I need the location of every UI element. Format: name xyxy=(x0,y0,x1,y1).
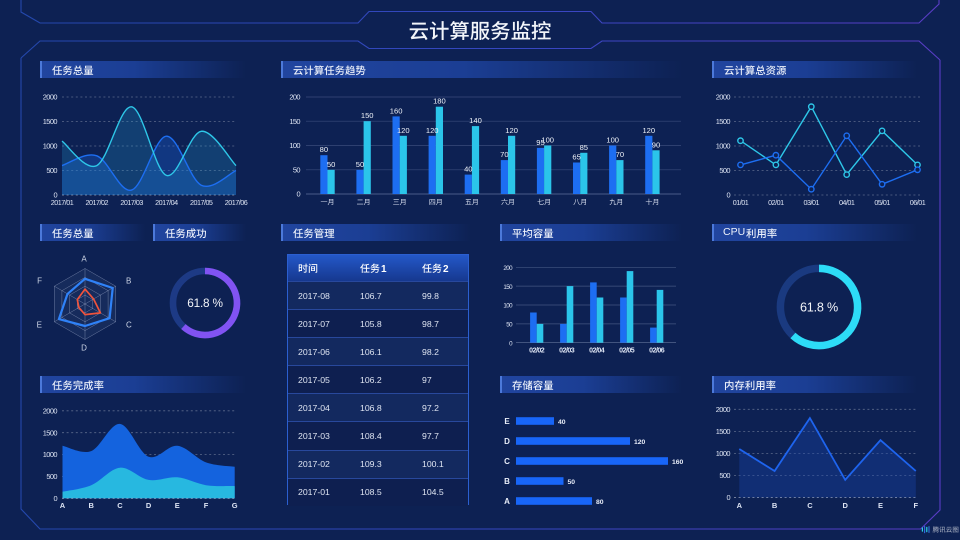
svg-text:2017/05: 2017/05 xyxy=(190,198,213,207)
svg-text:B: B xyxy=(772,501,778,510)
svg-text:120: 120 xyxy=(634,439,646,446)
svg-text:100: 100 xyxy=(606,136,619,145)
svg-text:61.8 %: 61.8 % xyxy=(187,296,223,310)
svg-text:F: F xyxy=(914,501,919,510)
svg-text:120: 120 xyxy=(397,126,410,135)
svg-text:G: G xyxy=(232,501,238,510)
svg-text:2000: 2000 xyxy=(43,406,58,415)
svg-text:100: 100 xyxy=(503,303,513,310)
svg-text:1500: 1500 xyxy=(43,117,58,126)
svg-text:50: 50 xyxy=(327,160,335,169)
svg-text:50: 50 xyxy=(568,479,576,486)
svg-text:1500: 1500 xyxy=(716,117,731,126)
svg-text:02/04: 02/04 xyxy=(589,348,605,355)
svg-text:C: C xyxy=(126,321,132,330)
svg-text:100: 100 xyxy=(541,136,554,145)
svg-text:D: D xyxy=(81,344,87,353)
svg-text:1000: 1000 xyxy=(716,142,731,151)
svg-text:50: 50 xyxy=(506,322,513,329)
svg-text:40: 40 xyxy=(464,165,472,174)
svg-text:200: 200 xyxy=(289,93,300,102)
svg-text:2000: 2000 xyxy=(43,93,58,102)
svg-text:50: 50 xyxy=(356,160,364,169)
svg-text:140: 140 xyxy=(469,116,482,125)
svg-text:65: 65 xyxy=(572,153,580,162)
svg-text:A: A xyxy=(504,497,510,506)
svg-text:E: E xyxy=(175,501,180,510)
svg-text:0: 0 xyxy=(726,191,730,200)
svg-text:D: D xyxy=(146,501,152,510)
svg-text:04/01: 04/01 xyxy=(839,198,855,207)
svg-text:70: 70 xyxy=(500,150,508,159)
svg-text:500: 500 xyxy=(719,471,730,480)
svg-text:120: 120 xyxy=(642,126,655,135)
svg-text:2017/01: 2017/01 xyxy=(51,198,74,207)
svg-text:A: A xyxy=(60,501,66,510)
svg-text:E: E xyxy=(37,321,42,330)
svg-text:120: 120 xyxy=(426,126,439,135)
svg-text:02/02: 02/02 xyxy=(529,348,545,355)
svg-text:B: B xyxy=(88,501,94,510)
svg-text:2000: 2000 xyxy=(716,405,731,414)
svg-text:40: 40 xyxy=(558,419,566,426)
svg-text:B: B xyxy=(126,277,131,286)
svg-text:1000: 1000 xyxy=(43,450,58,459)
svg-text:2017/04: 2017/04 xyxy=(155,198,178,207)
svg-text:2017/02: 2017/02 xyxy=(86,198,109,207)
svg-text:150: 150 xyxy=(289,117,300,126)
svg-text:90: 90 xyxy=(652,140,660,149)
svg-text:02/06: 02/06 xyxy=(649,348,665,355)
svg-text:2017/06: 2017/06 xyxy=(225,198,248,207)
svg-text:A: A xyxy=(737,501,743,510)
svg-text:0: 0 xyxy=(509,340,513,347)
svg-text:E: E xyxy=(878,501,883,510)
svg-text:03/01: 03/01 xyxy=(804,198,820,207)
svg-text:0: 0 xyxy=(53,191,57,200)
svg-text:01/01: 01/01 xyxy=(733,198,749,207)
svg-text:500: 500 xyxy=(46,166,57,175)
svg-text:61.8 %: 61.8 % xyxy=(800,301,838,315)
svg-text:C: C xyxy=(504,457,510,466)
svg-text:80: 80 xyxy=(320,145,328,154)
svg-text:95: 95 xyxy=(536,138,544,147)
svg-text:160: 160 xyxy=(672,459,684,466)
svg-text:2000: 2000 xyxy=(716,93,731,102)
svg-text:06/01: 06/01 xyxy=(910,198,926,207)
svg-text:200: 200 xyxy=(503,265,513,272)
svg-text:D: D xyxy=(842,501,848,510)
svg-text:100: 100 xyxy=(289,141,300,150)
svg-text:C: C xyxy=(807,501,813,510)
svg-text:150: 150 xyxy=(361,111,374,120)
svg-text:0: 0 xyxy=(726,493,730,502)
svg-text:1500: 1500 xyxy=(43,428,58,437)
svg-text:D: D xyxy=(504,437,510,446)
svg-text:02/03: 02/03 xyxy=(559,348,575,355)
svg-text:0: 0 xyxy=(296,190,300,199)
svg-text:0: 0 xyxy=(53,494,57,503)
svg-text:02/05: 02/05 xyxy=(619,348,635,355)
svg-text:160: 160 xyxy=(390,106,403,115)
svg-text:500: 500 xyxy=(719,166,730,175)
svg-text:B: B xyxy=(504,477,510,486)
svg-text:F: F xyxy=(204,501,209,510)
svg-text:02/01: 02/01 xyxy=(768,198,784,207)
svg-text:1000: 1000 xyxy=(43,142,58,151)
svg-text:1000: 1000 xyxy=(716,449,731,458)
svg-text:120: 120 xyxy=(505,126,518,135)
svg-text:150: 150 xyxy=(503,284,513,291)
svg-text:80: 80 xyxy=(596,499,604,506)
svg-text:2017/03: 2017/03 xyxy=(120,198,143,207)
svg-text:F: F xyxy=(37,277,42,286)
svg-text:1500: 1500 xyxy=(716,427,731,436)
svg-text:85: 85 xyxy=(580,143,588,152)
svg-text:500: 500 xyxy=(46,472,57,481)
svg-text:E: E xyxy=(504,417,510,426)
svg-text:C: C xyxy=(117,501,123,510)
svg-text:50: 50 xyxy=(293,165,301,174)
svg-text:70: 70 xyxy=(616,150,624,159)
svg-text:A: A xyxy=(81,255,87,264)
svg-text:05/01: 05/01 xyxy=(874,198,890,207)
svg-text:180: 180 xyxy=(433,97,446,106)
